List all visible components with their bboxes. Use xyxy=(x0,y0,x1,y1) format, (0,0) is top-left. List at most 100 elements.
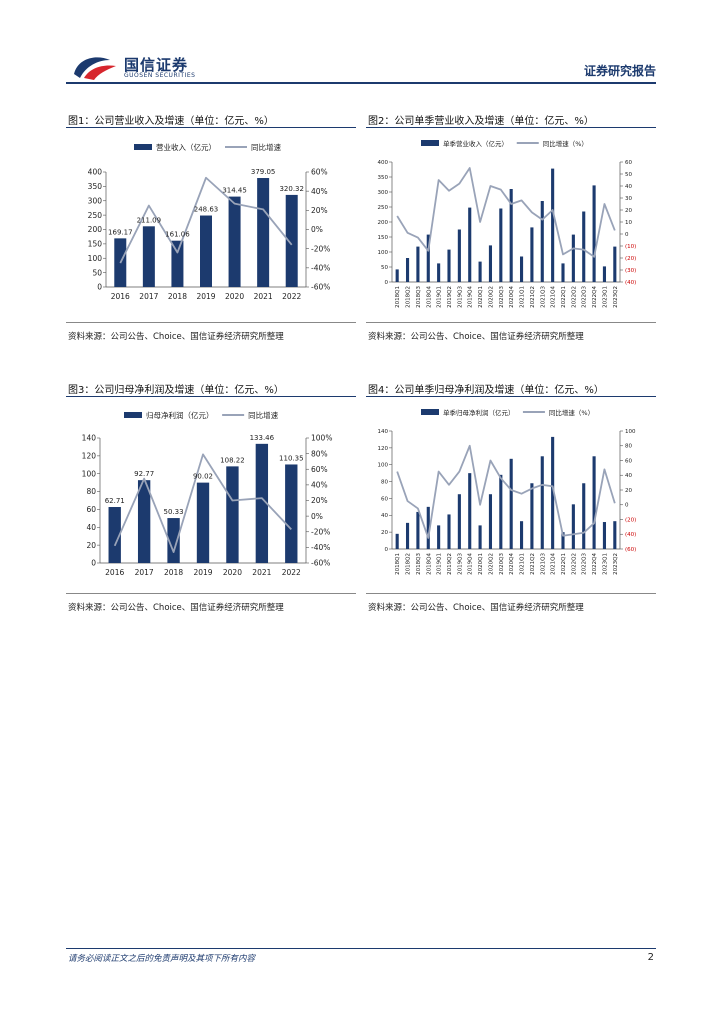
x-tick-label: 2019Q2 xyxy=(447,553,453,575)
bar xyxy=(196,482,210,563)
x-tick-label: 2022Q3 xyxy=(582,553,588,575)
growth-line xyxy=(113,453,292,553)
left-axis-tick-label: 80 xyxy=(86,487,96,496)
x-tick-label: 2022Q4 xyxy=(592,553,598,575)
x-tick-label: 2018Q2 xyxy=(406,286,412,308)
right-axis-tick-label: 100 xyxy=(625,429,636,435)
bar xyxy=(571,234,575,282)
bar xyxy=(226,466,239,563)
x-tick-label: 2023Q1 xyxy=(602,286,608,308)
left-axis-tick-label: 250 xyxy=(88,211,103,220)
left-axis-tick-label: 0 xyxy=(97,283,102,292)
bar xyxy=(255,443,269,563)
right-axis-tick-label: 60 xyxy=(625,160,632,166)
left-axis-tick-label: 140 xyxy=(82,434,97,443)
x-tick-label: 2018Q4 xyxy=(426,286,432,308)
figure-4-title: 图4：公司单季归母净利润及增速（单位：亿元、%） xyxy=(368,385,604,396)
bar xyxy=(447,249,451,282)
left-axis-tick-label: 60 xyxy=(86,505,96,514)
legend-bar-swatch xyxy=(421,409,439,415)
bar xyxy=(509,189,513,282)
bar-data-label: 133.46 xyxy=(250,434,275,442)
x-tick-label: 2019Q1 xyxy=(437,553,443,575)
x-tick-label: 2020Q1 xyxy=(478,553,484,575)
bar xyxy=(457,229,461,282)
bar xyxy=(416,246,420,282)
bar xyxy=(519,256,524,282)
x-tick-label: 2020Q4 xyxy=(509,286,515,308)
left-axis-tick-label: 100 xyxy=(378,250,389,256)
figure-3-top-rule xyxy=(66,396,356,397)
figure-2-bottom-rule xyxy=(366,322,656,323)
x-tick-label: 2019Q4 xyxy=(468,286,474,308)
bar xyxy=(478,261,482,282)
x-tick-label: 2022Q2 xyxy=(571,286,577,308)
right-axis-tick-label: 0 xyxy=(625,232,629,238)
figure-3-chart: 归母净利润（亿元） 同比增速 0 20 40 60 80 100 120 140 -60% -40% -… xyxy=(66,401,356,586)
left-axis-tick-label: 100 xyxy=(378,463,389,469)
bar-data-label: 108.22 xyxy=(220,456,245,464)
right-axis-tick-label: 80 xyxy=(625,444,632,450)
legend: 单季归母净利润（亿元） 同比增速（%） xyxy=(421,408,594,417)
bar-data-label: 90.02 xyxy=(193,473,213,481)
left-axis-tick-label: 120 xyxy=(378,446,389,452)
left-axis-tick-label: 40 xyxy=(381,513,388,519)
bar xyxy=(437,525,441,549)
bar xyxy=(499,474,503,549)
x-tick-label: 2016 xyxy=(105,568,124,577)
x-tick-label: 2018Q4 xyxy=(426,553,432,575)
figure-2-title: 图2：公司单季营业收入及增速（单位：亿元、%） xyxy=(368,116,594,127)
right-axis-tick-label: 30 xyxy=(625,196,632,202)
right-axis-tick-label: (30) xyxy=(625,268,636,274)
right-axis-tick-label: -40% xyxy=(311,543,330,552)
left-axis-tick-label: 100 xyxy=(88,254,103,263)
right-axis-tick-label: (20) xyxy=(625,517,636,523)
bar xyxy=(200,215,212,287)
right-axis-tick-label: 80% xyxy=(311,449,328,458)
bar-data-label: 211.09 xyxy=(137,216,162,224)
x-tick-label: 2020Q2 xyxy=(488,286,494,308)
figure-1-chart: 营业收入（亿元） 同比增速 0 50 100 150 200 250 300 350 400 -60%… xyxy=(66,132,356,312)
page-number: 2 xyxy=(647,952,654,963)
right-axis-tick-label: 60% xyxy=(311,168,328,177)
legend: 归母净利润（亿元） 同比增速 xyxy=(124,410,279,420)
x-tick-label: 2018 xyxy=(168,292,187,301)
left-axis-tick-label: 140 xyxy=(378,429,389,435)
report-type-label: 证券研究报告 xyxy=(583,64,656,78)
right-axis-tick-label: (40) xyxy=(625,532,636,538)
x-tick-label: 2019Q2 xyxy=(447,286,453,308)
legend-bar-label: 单季营业收入（亿元） xyxy=(443,139,508,148)
bar xyxy=(405,258,410,282)
legend-line-label: 同比增速（%） xyxy=(543,139,588,148)
x-tick-label: 2020Q3 xyxy=(499,553,505,575)
figure-3-bottom-rule xyxy=(66,593,356,594)
right-axis-tick-label: -60% xyxy=(311,283,330,292)
right-axis-tick-label: 20 xyxy=(625,488,632,494)
bar xyxy=(416,511,420,549)
x-tick-label: 2018Q1 xyxy=(395,286,401,308)
x-tick-label: 2021Q1 xyxy=(520,286,526,308)
bar xyxy=(582,211,586,282)
bar-data-label: 320.32 xyxy=(279,185,304,193)
legend-bar-swatch xyxy=(134,144,152,150)
right-axis-tick-label: (10) xyxy=(625,244,636,250)
x-tick-label: 2019Q3 xyxy=(457,553,463,575)
logo-chinese-name: 国信证券 xyxy=(124,56,189,74)
legend: 单季营业收入（亿元） 同比增速（%） xyxy=(421,139,588,148)
x-tick-label: 2023Q2 xyxy=(613,553,619,575)
figure-4-svg: 单季归母净利润（亿元） 同比增速（%） 0 20 40 60 80 100 120 140 (60)… xyxy=(378,408,637,575)
left-axis-tick-label: 20 xyxy=(86,541,96,550)
logo-english-name: GUOSEN SECURITIES xyxy=(124,72,196,79)
right-axis-tick-label: 20 xyxy=(625,208,632,214)
left-axis-tick-label: 80 xyxy=(381,479,388,485)
left-axis-tick-label: 400 xyxy=(378,160,389,166)
bar xyxy=(551,436,555,549)
left-axis-tick-label: 0 xyxy=(385,280,389,286)
x-tick-label: 2020Q2 xyxy=(488,553,494,575)
x-tick-label: 2021 xyxy=(254,292,273,301)
guosen-logo-icon xyxy=(74,57,116,80)
bar xyxy=(405,522,410,549)
right-axis-tick-label: -20% xyxy=(311,244,330,253)
figure-4-source: 资料来源：公司公告、Choice、国信证券经济研究所整理 xyxy=(368,603,584,613)
bar-data-label: 161.06 xyxy=(165,231,190,239)
